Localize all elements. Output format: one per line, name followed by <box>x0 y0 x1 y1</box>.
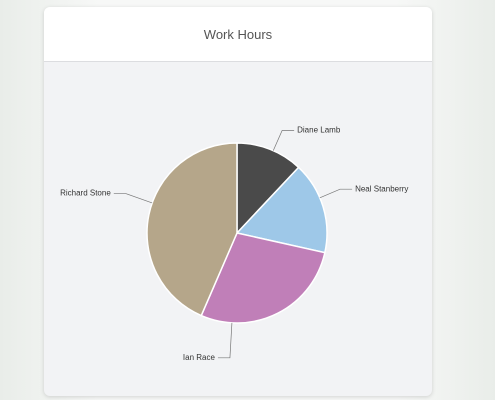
slice-label: Diane Lamb <box>297 126 341 135</box>
pie-slice <box>236 142 300 235</box>
pie-slice <box>235 166 328 254</box>
pie-slice <box>200 232 326 324</box>
card-header: Work Hours <box>44 7 432 62</box>
chart-card: Work Hours Diane Lamb Neal Stanberry Ian R… <box>44 7 432 396</box>
chart-title: Work Hours <box>203 26 273 42</box>
slice-label: Neal Stanberry <box>355 184 408 193</box>
leader-line <box>319 188 353 199</box>
pie-slice <box>146 142 238 317</box>
leader-line <box>113 193 153 204</box>
slice-label: Richard Stone <box>60 189 111 198</box>
slice-label: Ian Race <box>183 353 216 362</box>
leader-line <box>272 130 295 151</box>
chart: Diane Lamb Neal Stanberry Ian Race Richard … <box>60 126 408 362</box>
leader-line <box>217 322 233 359</box>
